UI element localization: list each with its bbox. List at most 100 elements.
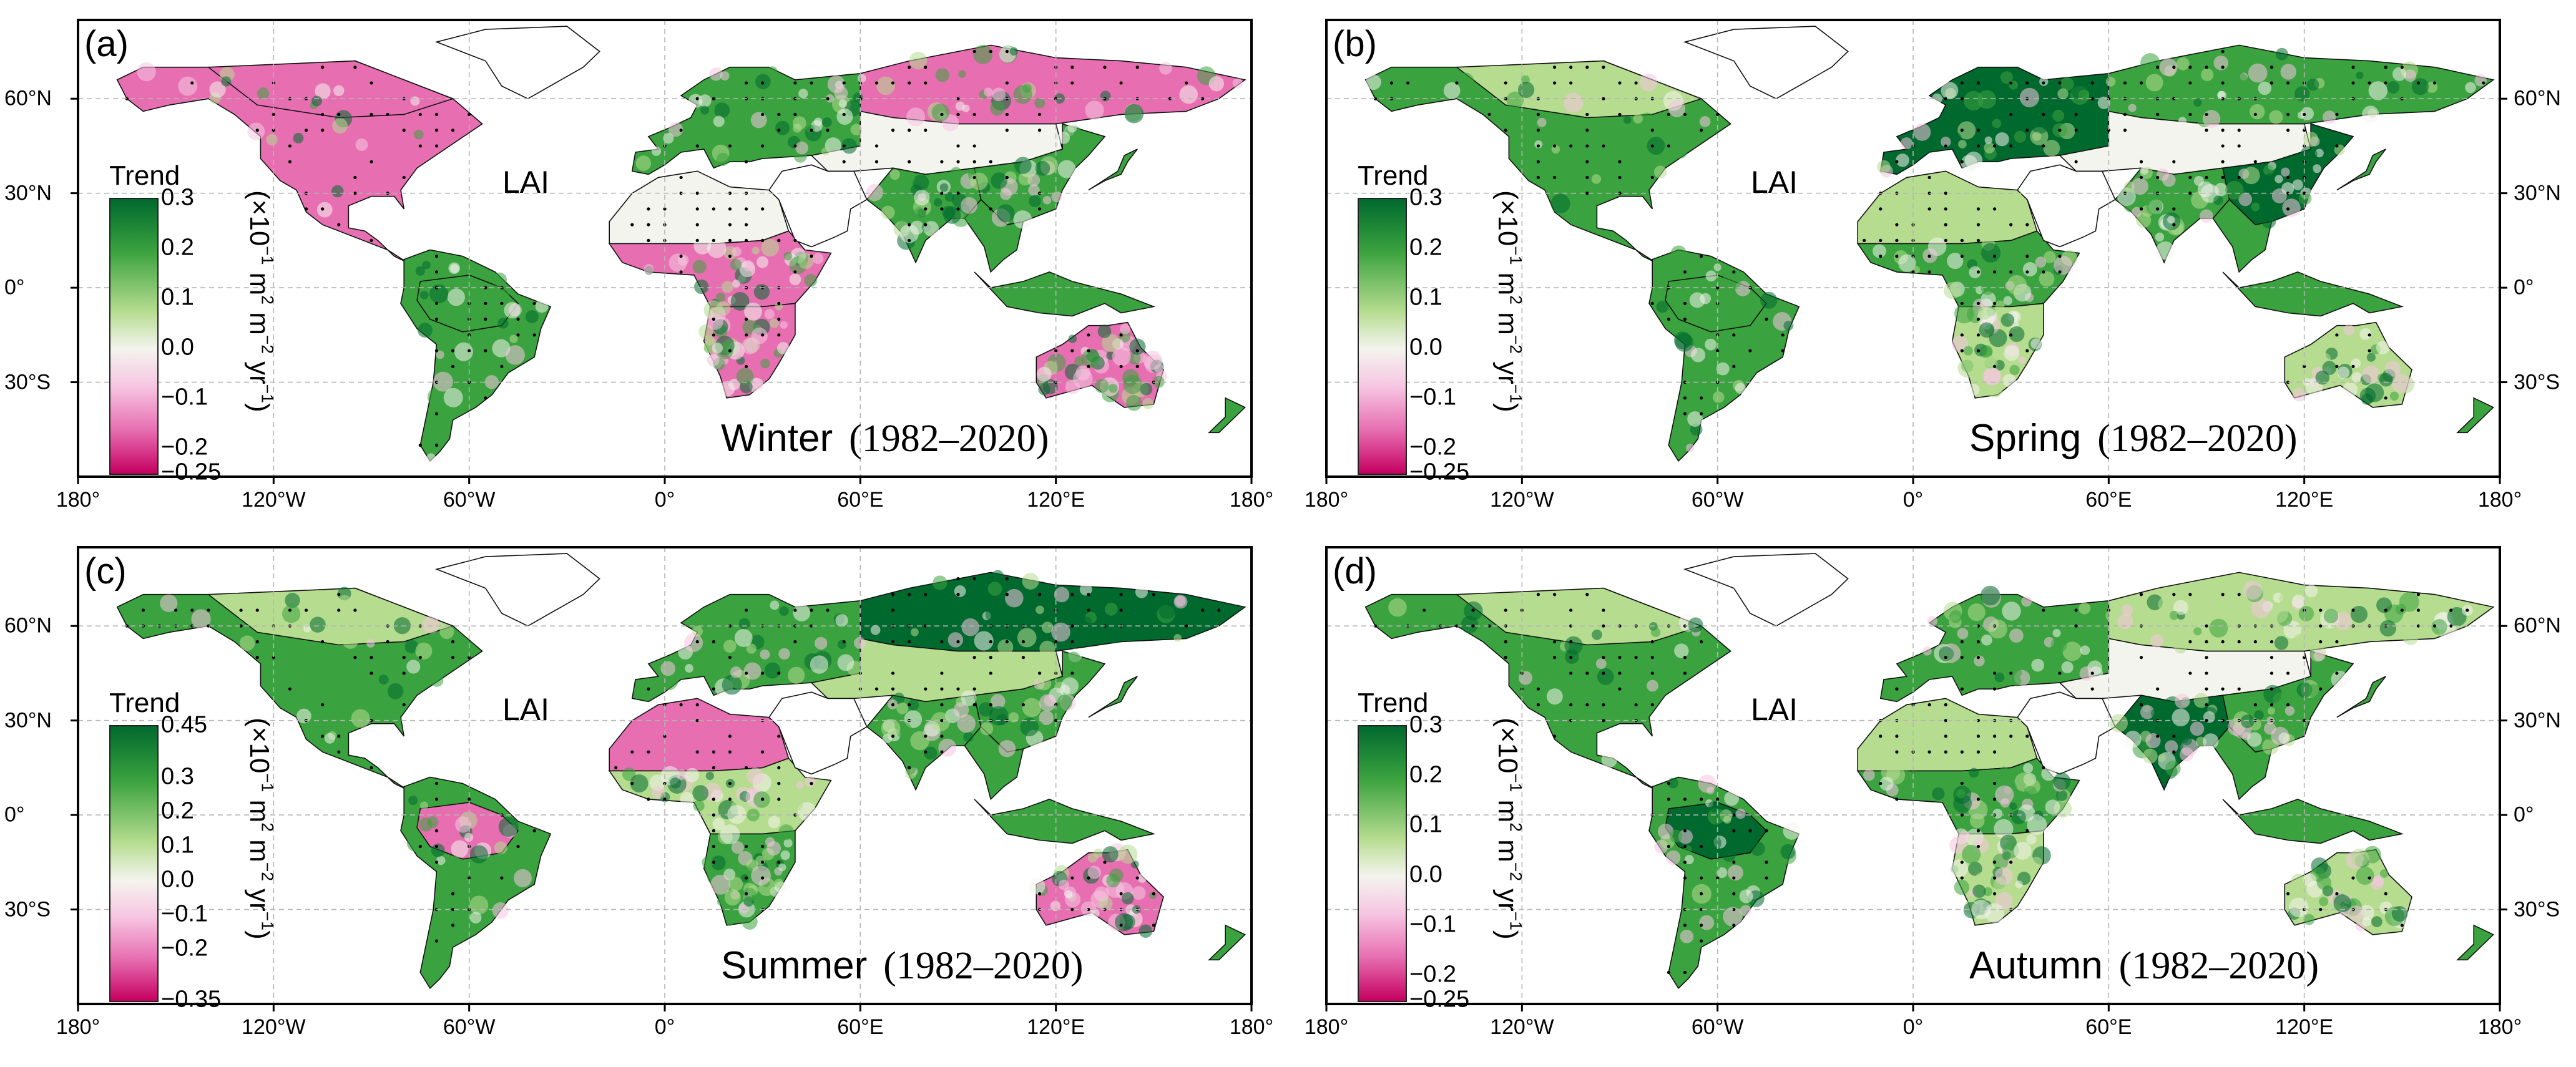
lon-tick-label: 60°W <box>1691 1015 1744 1039</box>
panel-b-spring: 180° 120°W 60°W 0° 60°E 120°E 180° 60°N 30°N 0° 30… <box>1248 0 2576 527</box>
lon-tick-label: 60°E <box>2085 1015 2132 1039</box>
panel-c-summer: 180° 120°W 60°W 0° 60°E 120°E 180° 60°N 30°N 0° 30… <box>0 527 1328 1055</box>
lon-tick-label: 180° <box>2477 1015 2522 1039</box>
colorbar-title: Trend <box>109 160 180 191</box>
lon-tick-label: 60°E <box>837 488 884 512</box>
map-canvas <box>71 546 1253 1011</box>
lon-tick-label: 180° <box>2477 488 2522 512</box>
colorbar-tick-label: 0.2 <box>1409 761 1442 788</box>
lat-tick-label: 60°N <box>4 613 52 638</box>
lat-tick-label: 0° <box>4 275 25 300</box>
colorbar-tick-label: −0.25 <box>161 459 222 485</box>
colorbar <box>1358 198 1407 475</box>
colorbar-tick-label: 0.3 <box>161 763 194 789</box>
colorbar-tick-label: −0.2 <box>1409 961 1457 988</box>
season-title: Summer (1982–2020) <box>721 944 1084 987</box>
colorbar-tick-label: 0.2 <box>161 797 194 824</box>
season-name: Spring <box>1969 417 2082 460</box>
lon-tick-label: 180° <box>1229 1015 1274 1039</box>
season-title: Autumn (1982–2020) <box>1969 944 2319 987</box>
region-europe <box>1879 593 2110 703</box>
lon-tick-label: 120°E <box>2275 488 2334 512</box>
graticule <box>1326 547 2500 1004</box>
colorbar-tick-label: −0.2 <box>1409 434 1457 460</box>
lat-tick-label: 0° <box>4 802 25 827</box>
lon-tick-label: 120°E <box>1027 488 1085 512</box>
variable-label: LAI <box>1751 692 1798 727</box>
colorbar-tick-label: 0.1 <box>1409 811 1442 838</box>
region-greenland <box>434 553 600 627</box>
colorbar-title: Trend <box>1358 160 1429 191</box>
map-canvas <box>1325 546 2507 1011</box>
lon-tick-label: 60°E <box>837 1015 884 1039</box>
colorbar-tick-label: 0.45 <box>161 711 207 738</box>
colorbar-unit: (×10−1 m2 m−2 yr−1) <box>1492 190 1526 412</box>
region-africa-sahel <box>1857 170 2038 245</box>
region-se-asia <box>964 726 1024 801</box>
period-label: (1982–2020) <box>2118 945 2319 987</box>
season-name: Winter <box>721 417 833 460</box>
lat-tick-label: 60°N <box>4 86 52 110</box>
region-siberia <box>859 572 1246 652</box>
variable-label: LAI <box>1751 165 1798 200</box>
lon-tick-label: 120°E <box>2275 1015 2334 1039</box>
season-title: Spring (1982–2020) <box>1969 417 2298 460</box>
trend-texture <box>160 570 1219 938</box>
colorbar-tick-label: −0.1 <box>1409 384 1457 411</box>
colorbar-tick-label: −0.1 <box>161 900 208 927</box>
graticule <box>78 547 1251 1004</box>
graticule <box>1326 20 2500 477</box>
lat-tick-label: 30°N <box>4 708 52 733</box>
map-canvas <box>1325 19 2507 484</box>
region-islands <box>2222 799 2404 844</box>
panel-letter: (d) <box>1333 551 1377 592</box>
region-greenland <box>1683 26 1849 100</box>
lon-tick-label: 60°E <box>2085 488 2132 512</box>
lat-tick-label: 30°S <box>2514 370 2560 394</box>
significance-stipple <box>125 577 1221 943</box>
map-canvas <box>71 19 1253 484</box>
region-islands <box>2222 271 2404 317</box>
variable-label: LAI <box>502 692 550 727</box>
region-boreal-na <box>1455 587 1703 646</box>
region-nz <box>2456 397 2494 434</box>
lon-tick-label: 120°W <box>242 1015 306 1039</box>
colorbar-tick-label: −0.1 <box>161 384 208 411</box>
region-japan <box>1088 676 1138 718</box>
region-greenland <box>1683 553 1849 627</box>
season-name: Summer <box>721 944 868 987</box>
colorbar-tick-label: −0.35 <box>161 986 222 1013</box>
lon-tick-label: 120°W <box>1490 1015 1554 1039</box>
lon-tick-label: 60°W <box>1691 488 1744 512</box>
colorbar-tick-label: −0.25 <box>1409 986 1470 1013</box>
colorbar-tick-label: 0.0 <box>1409 861 1442 888</box>
lon-tick-label: 60°W <box>443 1015 496 1039</box>
colorbar-tick-label: −0.25 <box>1409 459 1470 485</box>
trend-texture <box>1365 47 2487 452</box>
colorbar-tick-label: 0.0 <box>161 866 194 892</box>
colorbar-unit: (×10−1 m2 m−2 yr−1) <box>244 190 277 412</box>
colorbar-tick-label: 0.1 <box>1409 284 1442 311</box>
season-name: Autumn <box>1969 944 2103 987</box>
colorbar-unit: (×10−1 m2 m−2 yr−1) <box>1492 718 1526 940</box>
region-japan <box>1088 149 1138 191</box>
significance-stipple <box>1373 593 2469 975</box>
colorbar-tick-label: −0.2 <box>161 935 208 961</box>
period-label: (1982–2020) <box>883 945 1084 987</box>
colorbar-title: Trend <box>1358 688 1429 718</box>
trend-texture <box>137 44 1243 463</box>
region-nz <box>1208 397 1246 434</box>
region-africa-sahel <box>1857 698 2038 772</box>
lon-tick-label: 120°W <box>242 488 306 512</box>
colorbar-tick-label: 0.0 <box>161 334 194 361</box>
lon-tick-label: 0° <box>654 488 675 512</box>
region-boreal-na <box>207 587 454 646</box>
panel-letter: (c) <box>84 551 127 592</box>
variable-label: LAI <box>502 165 550 200</box>
colorbar-tick-label: 0.1 <box>161 832 194 858</box>
colorbar-tick-label: 0.3 <box>1409 184 1442 211</box>
season-title: Winter (1982–2020) <box>721 417 1049 460</box>
region-islands <box>974 271 1156 317</box>
lon-tick-label: 180° <box>56 488 100 512</box>
colorbar-tick-label: 0.2 <box>161 234 194 261</box>
